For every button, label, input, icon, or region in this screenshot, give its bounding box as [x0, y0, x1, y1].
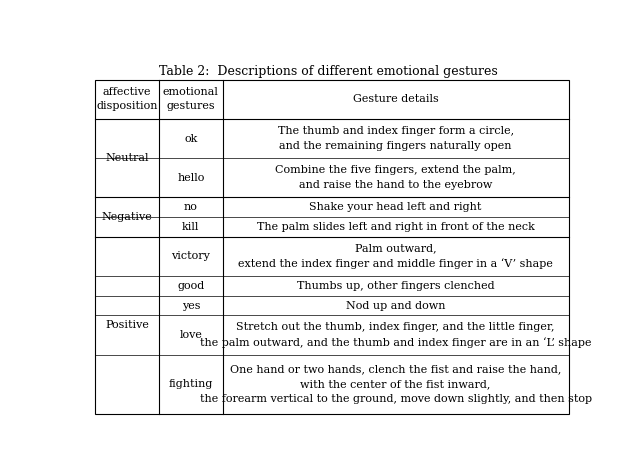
Text: The palm slides left and right in front of the neck: The palm slides left and right in front …: [257, 222, 534, 232]
Text: yes: yes: [182, 300, 200, 311]
Text: Shake your head left and right: Shake your head left and right: [310, 202, 482, 212]
Text: Gesture details: Gesture details: [353, 94, 438, 104]
Text: ok: ok: [184, 133, 198, 144]
Text: Palm outward,
extend the index finger and middle finger in a ‘V’ shape: Palm outward, extend the index finger an…: [238, 243, 553, 270]
Text: victory: victory: [172, 251, 210, 262]
Text: good: good: [177, 281, 204, 291]
Text: Neutral: Neutral: [105, 153, 148, 163]
Text: fighting: fighting: [168, 379, 213, 389]
Text: Negative: Negative: [102, 212, 152, 222]
Text: Positive: Positive: [105, 320, 148, 330]
Text: no: no: [184, 202, 198, 212]
Text: hello: hello: [177, 173, 205, 183]
Text: emotional
gestures: emotional gestures: [163, 87, 219, 111]
Text: The thumb and index finger form a circle,
and the remaining fingers naturally op: The thumb and index finger form a circle…: [278, 126, 514, 151]
Text: Combine the five fingers, extend the palm,
and raise the hand to the eyebrow: Combine the five fingers, extend the pal…: [275, 165, 516, 190]
Text: kill: kill: [182, 222, 200, 232]
Text: love: love: [179, 330, 202, 340]
Text: One hand or two hands, clench the fist and raise the hand,
with the center of th: One hand or two hands, clench the fist a…: [200, 365, 592, 404]
Text: Nod up and down: Nod up and down: [346, 300, 445, 311]
Text: affective
disposition: affective disposition: [96, 87, 157, 111]
Text: Thumbs up, other fingers clenched: Thumbs up, other fingers clenched: [297, 281, 495, 291]
Text: Stretch out the thumb, index finger, and the little finger,
the palm outward, an: Stretch out the thumb, index finger, and…: [200, 322, 591, 348]
Text: Table 2:  Descriptions of different emotional gestures: Table 2: Descriptions of different emoti…: [159, 65, 497, 78]
